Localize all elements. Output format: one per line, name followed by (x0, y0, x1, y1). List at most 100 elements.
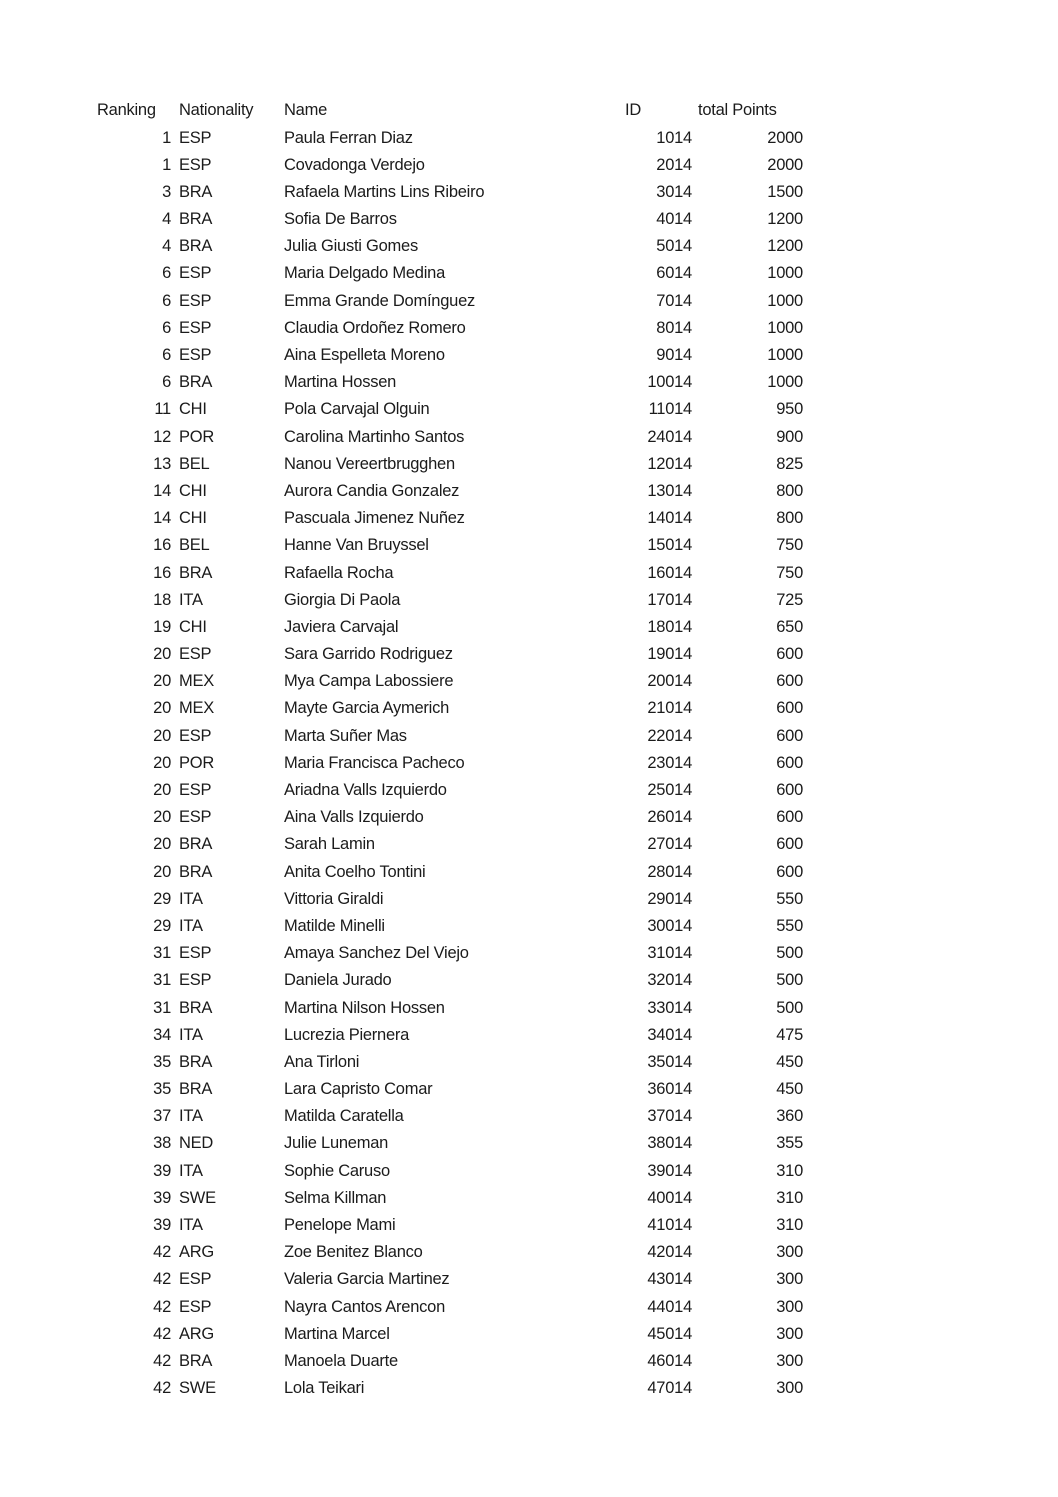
cell-id: 30014 (647, 916, 692, 935)
cell-nat: BRA (179, 1052, 213, 1071)
cell-id: 35014 (647, 1052, 692, 1071)
cell-name: Sarah Lamin (284, 835, 375, 854)
cell-points: 300 (776, 1379, 803, 1398)
cell-points: 1000 (767, 264, 803, 283)
cell-rank: 38 (153, 1134, 171, 1153)
cell-nat: BRA (179, 998, 213, 1017)
cell-rank: 42 (153, 1243, 171, 1262)
cell-nat: ITA (179, 916, 203, 935)
cell-name: Aina Espelleta Moreno (284, 346, 445, 365)
cell-name: Mayte Garcia Aymerich (284, 699, 450, 718)
cell-points: 725 (776, 590, 803, 609)
cell-nat: ESP (179, 971, 212, 990)
cell-rank: 42 (153, 1351, 171, 1370)
cell-id: 42014 (647, 1243, 692, 1262)
cell-points: 2000 (767, 128, 803, 147)
cell-rank: 3 (162, 182, 171, 201)
cell-nat: MEX (179, 672, 215, 691)
cell-id: 8014 (656, 318, 692, 337)
cell-id: 3014 (656, 182, 692, 201)
cell-nat: ESP (179, 808, 212, 827)
cell-points: 750 (776, 536, 803, 555)
cell-rank: 35 (153, 1080, 171, 1099)
table-row: 42 BRA Manoela Duarte 46014 300 (93, 1348, 807, 1375)
cell-nat: ESP (179, 264, 212, 283)
table-row: 20 ESP Marta Suñer Mas 22014 600 (93, 722, 807, 749)
cell-name: Aurora Candia Gonzalez (284, 481, 460, 500)
cell-name: Lola Teikari (284, 1379, 365, 1398)
cell-points: 310 (776, 1216, 803, 1235)
cell-points: 500 (776, 944, 803, 963)
cell-name: Claudia Ordoñez Romero (284, 318, 466, 337)
table-row: 35 BRA Lara Capristo Comar 36014 450 (93, 1076, 807, 1103)
table-row: 4 BRA Julia Giusti Gomes 5014 1200 (93, 233, 807, 260)
cell-name: Martina Hossen (284, 373, 397, 392)
cell-rank: 29 (153, 889, 171, 908)
cell-points: 310 (776, 1188, 803, 1207)
cell-nat: BRA (179, 210, 213, 229)
cell-rank: 12 (153, 427, 171, 446)
cell-points: 300 (776, 1324, 803, 1343)
table-row: 6 ESP Aina Espelleta Moreno 9014 1000 (93, 342, 807, 369)
cell-points: 450 (776, 1052, 803, 1071)
cell-rank: 11 (154, 400, 171, 419)
cell-nat: ITA (179, 889, 203, 908)
cell-points: 300 (776, 1297, 803, 1316)
cell-name: Penelope Mami (284, 1216, 396, 1235)
cell-nat: ARG (179, 1243, 215, 1262)
cell-name: Maria Francisca Pacheco (284, 753, 465, 772)
cell-points: 450 (776, 1080, 803, 1099)
cell-name: Amaya Sanchez Del Viejo (284, 944, 469, 963)
cell-rank: 20 (153, 808, 171, 827)
table-row: 4 BRA Sofia De Barros 4014 1200 (93, 206, 807, 233)
cell-name: Anita Coelho Tontini (284, 862, 426, 881)
table-row: 39 SWE Selma Killman 40014 310 (93, 1185, 807, 1212)
cell-nat: ESP (179, 346, 212, 365)
cell-points: 360 (776, 1107, 803, 1126)
table-row: 42 ESP Valeria Garcia Martinez 43014 300 (93, 1266, 807, 1293)
cell-points: 500 (776, 998, 803, 1017)
cell-nat: BRA (179, 1080, 213, 1099)
cell-points: 1500 (767, 182, 803, 201)
cell-id: 37014 (647, 1107, 692, 1126)
cell-name: Javiera Carvajal (284, 617, 399, 636)
cell-id: 39014 (647, 1161, 692, 1180)
cell-rank: 35 (153, 1052, 171, 1071)
cell-rank: 16 (153, 536, 171, 555)
cell-rank: 31 (153, 944, 171, 963)
table-row: 6 ESP Maria Delgado Medina 6014 1000 (93, 260, 807, 287)
cell-points: 600 (776, 726, 803, 745)
ranking-table: Ranking Nationality Name ID total Points 1 ESP… (93, 97, 807, 1402)
cell-rank: 1 (162, 155, 171, 174)
table-row: 34 ITA Lucrezia Piernera 34014 475 (93, 1021, 807, 1048)
cell-id: 4014 (656, 210, 692, 229)
cell-id: 41014 (647, 1216, 692, 1235)
cell-id: 26014 (647, 808, 692, 827)
cell-name: Sofia De Barros (284, 210, 397, 229)
cell-nat: ITA (179, 1025, 203, 1044)
cell-name: Martina Marcel (284, 1324, 390, 1343)
cell-points: 475 (776, 1025, 803, 1044)
cell-name: Valeria Garcia Martinez (284, 1270, 450, 1289)
table-row: 16 BRA Rafaella Rocha 16014 750 (93, 559, 807, 586)
cell-rank: 31 (153, 971, 171, 990)
table-header-row: Ranking Nationality Name ID total Points (93, 97, 807, 124)
cell-points: 750 (776, 563, 803, 582)
table-row: 20 MEX Mya Campa Labossiere 20014 600 (93, 668, 807, 695)
cell-name: Julie Luneman (284, 1134, 389, 1153)
cell-points: 600 (776, 753, 803, 772)
cell-points: 1200 (767, 237, 803, 256)
cell-name: Sophie Caruso (284, 1161, 390, 1180)
cell-id: 40014 (647, 1188, 692, 1207)
cell-nat: CHI (179, 509, 207, 528)
cell-id: 6014 (656, 264, 692, 283)
cell-rank: 18 (153, 590, 171, 609)
cell-name: Pola Carvajal Olguin (284, 400, 430, 419)
cell-id: 17014 (647, 590, 692, 609)
cell-rank: 31 (153, 998, 171, 1017)
cell-id: 19014 (647, 645, 692, 664)
table-row: 42 ARG Martina Marcel 45014 300 (93, 1320, 807, 1347)
cell-name: Nanou Vereertbrugghen (284, 454, 455, 473)
table-row: 20 ESP Ariadna Valls Izquierdo 25014 600 (93, 777, 807, 804)
cell-nat: BRA (179, 862, 213, 881)
